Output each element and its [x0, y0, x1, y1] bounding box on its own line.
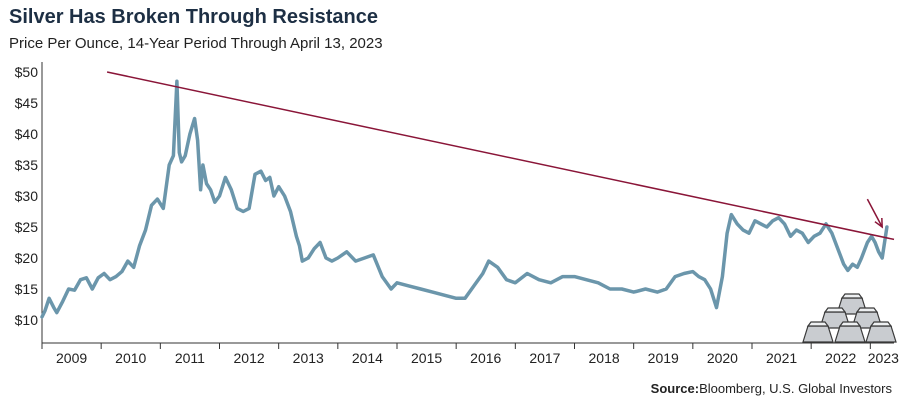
source-note: Source:Bloomberg, U.S. Global Investors: [651, 381, 892, 396]
silver-bar-side: [802, 325, 834, 343]
silver-bar-top: [838, 321, 862, 327]
y-tick-label: $25: [15, 219, 39, 235]
source-text: Bloomberg, U.S. Global Investors: [699, 381, 892, 396]
silver-bar: [834, 321, 866, 343]
silver-price-line: [40, 79, 889, 319]
plot-area: [40, 71, 895, 319]
x-tick-label: 2014: [352, 350, 383, 366]
x-tick-label: 2021: [766, 350, 797, 366]
resistance-trendline: [106, 71, 895, 241]
annotation-arrowhead: [874, 217, 883, 229]
x-tick-label: 2013: [293, 350, 324, 366]
x-tick-label: 2017: [529, 350, 560, 366]
chart-axes: [41, 62, 894, 344]
silver-bar-top: [823, 307, 847, 313]
x-tick-label: 2019: [648, 350, 679, 366]
silver-bar: [865, 321, 897, 343]
chart-title: Silver Has Broken Through Resistance: [9, 6, 379, 28]
y-tick-label: $10: [15, 312, 39, 328]
silver-bar-top: [855, 307, 879, 313]
chart-subtitle: Price Per Ounce, 14-Year Period Through …: [9, 35, 383, 52]
x-tick-label: 2018: [589, 350, 620, 366]
silver-bar-top: [869, 321, 893, 327]
y-tick-label: $40: [15, 126, 39, 142]
x-tick-label: 2015: [411, 350, 442, 366]
annotation-arrow: [866, 198, 883, 228]
x-tick-label: 2010: [115, 350, 146, 366]
silver-bar-side: [834, 325, 866, 343]
x-axis-ticks: 2009 2010 2011 2012 2013 2014 2015 2016 2017 2018…: [41, 343, 899, 366]
x-tick-label: 2016: [470, 350, 501, 366]
x-tick-label: 2023: [868, 350, 899, 366]
silver-bar-top: [840, 293, 864, 299]
silver-bar-side: [865, 325, 897, 343]
x-tick-label: 2022: [825, 350, 856, 366]
y-axis-ticks: $10 $15 $20 $25 $30 $35 $40 $45 $50: [15, 64, 39, 328]
silver-bars-icon: [802, 293, 897, 343]
source-label: Source:: [650, 381, 700, 396]
y-tick-label: $15: [15, 281, 39, 297]
x-tick-label: 2009: [56, 350, 87, 366]
silver-bar-top: [806, 321, 830, 327]
y-tick-label: $50: [15, 64, 39, 80]
y-tick-label: $45: [15, 95, 39, 111]
y-tick-label: $35: [15, 157, 39, 173]
y-tick-label: $30: [15, 188, 39, 204]
y-tick-label: $20: [15, 250, 39, 266]
x-tick-label: 2020: [707, 350, 738, 366]
x-tick-label: 2012: [234, 350, 265, 366]
silver-bar: [802, 321, 834, 343]
x-tick-label: 2011: [175, 350, 205, 366]
